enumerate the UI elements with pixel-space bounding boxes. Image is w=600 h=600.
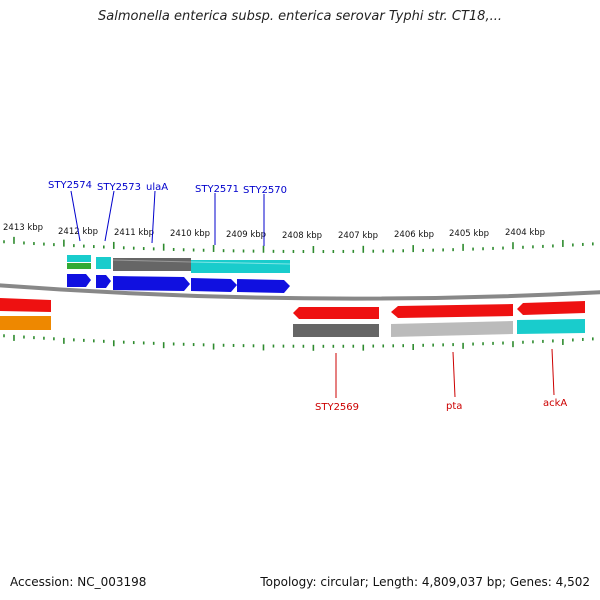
- gene-arrow-sty2574[interactable]: [67, 274, 91, 287]
- feature-orange[interactable]: [0, 316, 51, 330]
- gene-label-sty2569[interactable]: STY2569: [315, 402, 359, 413]
- gene-label-ulaa[interactable]: ulaA: [146, 182, 168, 193]
- callout-line: [551, 348, 555, 396]
- scale-label: 2404 kbp: [505, 228, 545, 238]
- feature-green[interactable]: [67, 263, 91, 269]
- callout-line: [104, 190, 115, 242]
- feature-cyan[interactable]: [96, 257, 111, 269]
- gene-arrow-sty2573[interactable]: [96, 275, 111, 288]
- gene-label-sty2573[interactable]: STY2573: [97, 182, 141, 193]
- feature-gray-light[interactable]: [391, 321, 513, 337]
- gene-label-sty2574[interactable]: STY2574: [48, 180, 92, 191]
- scale-label: 2405 kbp: [449, 229, 489, 239]
- gene-arrow-pta[interactable]: [391, 304, 513, 318]
- gene-arrow-ulaa[interactable]: [113, 276, 190, 291]
- gene-label-sty2570[interactable]: STY2570: [243, 185, 287, 196]
- feature-cyan[interactable]: [517, 319, 585, 334]
- scale-label: 2406 kbp: [394, 230, 434, 240]
- gene-arrow-partial[interactable]: [0, 298, 51, 312]
- scale-label: 2410 kbp: [170, 229, 210, 239]
- scale-label: 2408 kbp: [282, 231, 322, 241]
- genome-summary: Topology: circular; Length: 4,809,037 bp…: [260, 575, 590, 589]
- gene-label-acka[interactable]: ackA: [543, 398, 567, 409]
- accession-label: Accession: NC_003198: [10, 575, 147, 589]
- callout-line: [151, 190, 156, 244]
- scale-label: 2413 kbp: [3, 223, 43, 233]
- callout-line: [452, 351, 456, 398]
- gene-label-sty2571[interactable]: STY2571: [195, 184, 239, 195]
- scale-label: 2407 kbp: [338, 231, 378, 241]
- genome-backbone: [0, 283, 600, 301]
- gene-arrow-sty2571[interactable]: [191, 278, 237, 292]
- gene-arrow-sty2569[interactable]: [293, 307, 379, 319]
- gene-label-pta[interactable]: pta: [446, 401, 462, 412]
- scale-label: 2411 kbp: [114, 228, 154, 238]
- feature-highlight: [112, 259, 192, 263]
- tick-row-lower: [3, 334, 594, 351]
- callout-line: [70, 190, 81, 242]
- genome-title: Salmonella enterica subsp. enterica sero…: [98, 9, 502, 24]
- scale-label: 2409 kbp: [226, 230, 266, 240]
- feature-highlight: [190, 261, 291, 265]
- feature-cyan[interactable]: [67, 255, 91, 262]
- gene-arrow-acka[interactable]: [517, 301, 585, 315]
- gene-arrow-sty2570[interactable]: [237, 279, 290, 293]
- feature-gray[interactable]: [293, 324, 379, 337]
- tick-row-upper: [3, 236, 594, 254]
